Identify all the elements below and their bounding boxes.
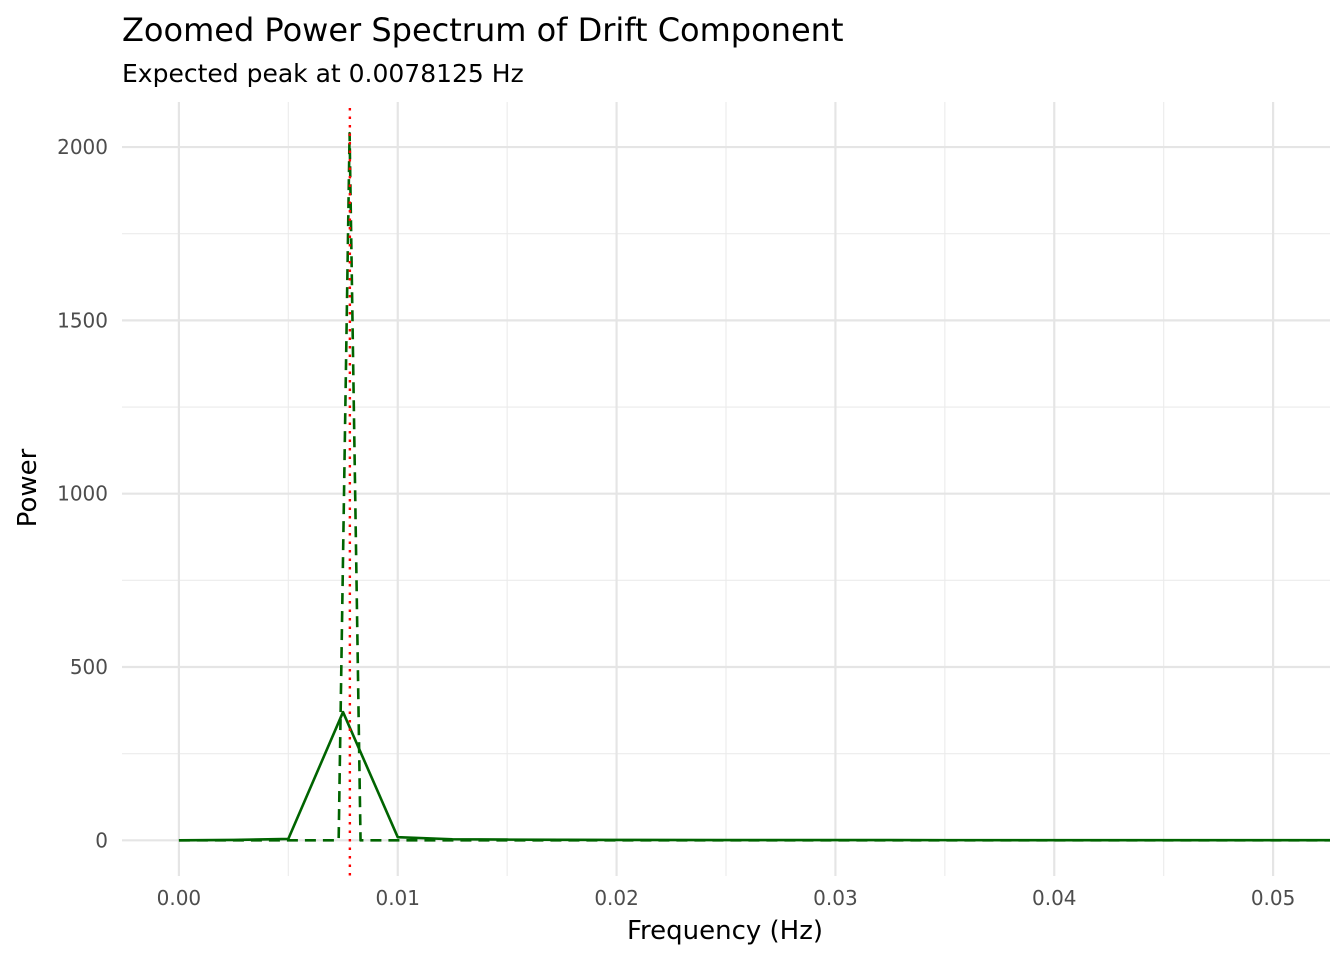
x-tick-label: 0.02 <box>594 886 639 910</box>
y-tick-label: 1000 <box>57 482 108 506</box>
x-tick-label: 0.03 <box>813 886 858 910</box>
y-axis-tick-labels: 0 500 1000 1500 2000 <box>57 135 108 852</box>
major-gridlines <box>122 102 1330 876</box>
y-tick-label: 500 <box>70 655 108 679</box>
x-axis-tick-labels: 0.00 0.01 0.02 0.03 0.04 0.05 <box>157 886 1296 910</box>
y-tick-label: 1500 <box>57 308 108 332</box>
series-line-dashed <box>178 131 1330 842</box>
x-tick-label: 0.05 <box>1251 886 1296 910</box>
series-layer <box>178 131 1330 842</box>
x-tick-label: 0.00 <box>157 886 202 910</box>
chart-subtitle: Expected peak at 0.0078125 Hz <box>122 59 524 88</box>
x-axis-title: Frequency (Hz) <box>627 916 823 946</box>
x-tick-label: 0.01 <box>375 886 420 910</box>
y-tick-label: 0 <box>95 828 108 852</box>
x-tick-label: 0.04 <box>1032 886 1077 910</box>
chart-title: Zoomed Power Spectrum of Drift Component <box>122 11 843 49</box>
minor-gridlines <box>122 102 1330 876</box>
y-axis-title: Power <box>13 448 43 527</box>
y-tick-label: 2000 <box>57 135 108 159</box>
